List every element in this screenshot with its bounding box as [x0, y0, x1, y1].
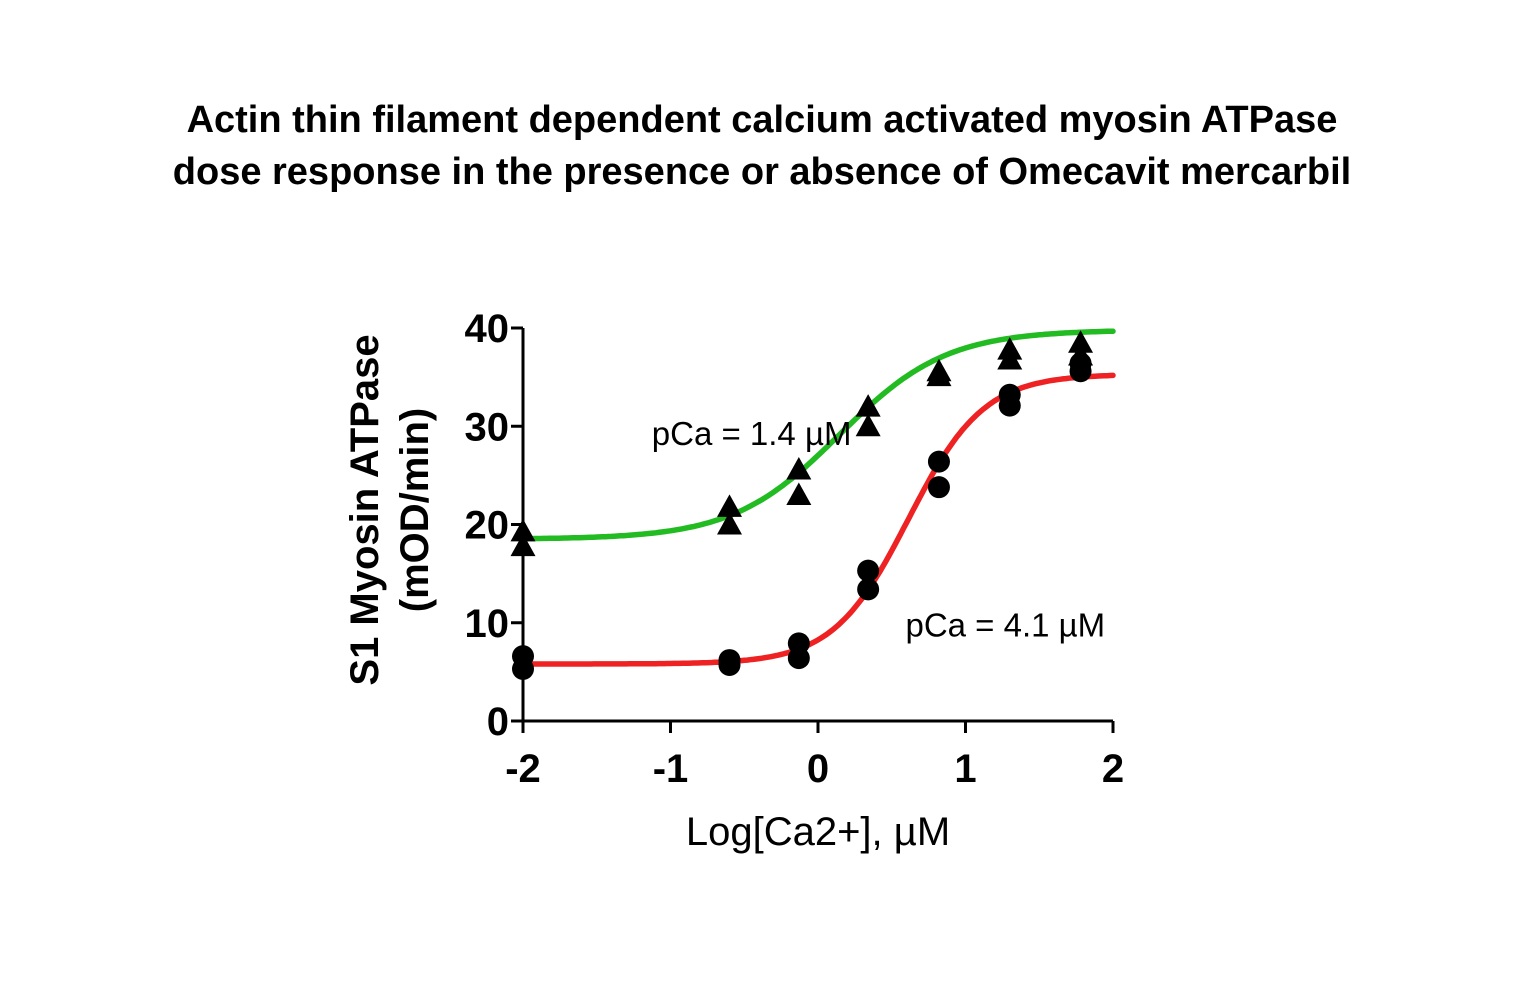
data-point-triangle [855, 394, 881, 417]
x-tick-label: -1 [653, 747, 689, 791]
data-point-triangle [717, 494, 742, 517]
y-tick-label: 40 [465, 307, 510, 351]
data-point-triangle [786, 456, 812, 480]
data-point-circle [857, 559, 880, 582]
y-axis-title-line-2: (mOD/min) [393, 408, 437, 612]
data-point-triangle [717, 512, 742, 535]
y-tick-label: 20 [465, 504, 510, 548]
x-tick-label: 0 [807, 747, 829, 791]
y-axis-title-line-1: S1 Myosin ATPase [343, 334, 387, 685]
y-tick-label: 30 [465, 405, 510, 449]
data-point-triangle [510, 518, 536, 542]
annotations: pCa = 1.4 µM pCa = 4.1 µM [652, 415, 1105, 644]
data-point-circle [998, 394, 1021, 417]
y-tick-label: 10 [465, 602, 510, 646]
data-point-circle [927, 476, 950, 499]
chart-title: Actin thin filament dependent calcium ac… [0, 94, 1524, 198]
data-point-circle [512, 657, 534, 680]
annotation-1: pCa = 1.4 µM [652, 415, 852, 452]
data-point-circle [857, 578, 880, 601]
x-tick-label: 2 [1102, 747, 1124, 791]
y-tick-label: 0 [487, 700, 509, 744]
data-point-triangle [510, 533, 536, 557]
x-tick-label: -2 [505, 747, 541, 791]
x-tick-label: 1 [954, 747, 976, 791]
data-point-triangle [786, 482, 812, 506]
data-point-triangle [926, 363, 952, 387]
data-point-triangle [997, 346, 1023, 370]
data-points [510, 330, 1094, 680]
data-point-circle [1069, 360, 1092, 383]
chart-title-line-1: Actin thin filament dependent calcium ac… [186, 99, 1338, 141]
data-point-circle [718, 653, 741, 676]
data-point-triangle [855, 413, 881, 437]
data-point-circle [927, 450, 950, 473]
chart-title-line-2: dose response in the presence or absence… [172, 151, 1352, 193]
data-point-triangle [1068, 330, 1094, 353]
data-point-circle [787, 647, 810, 670]
fit-curve-triangle [520, 328, 1116, 542]
annotation-2: pCa = 4.1 µM [905, 607, 1105, 644]
x-axis-title: Log[Ca2+], µM [686, 810, 950, 854]
